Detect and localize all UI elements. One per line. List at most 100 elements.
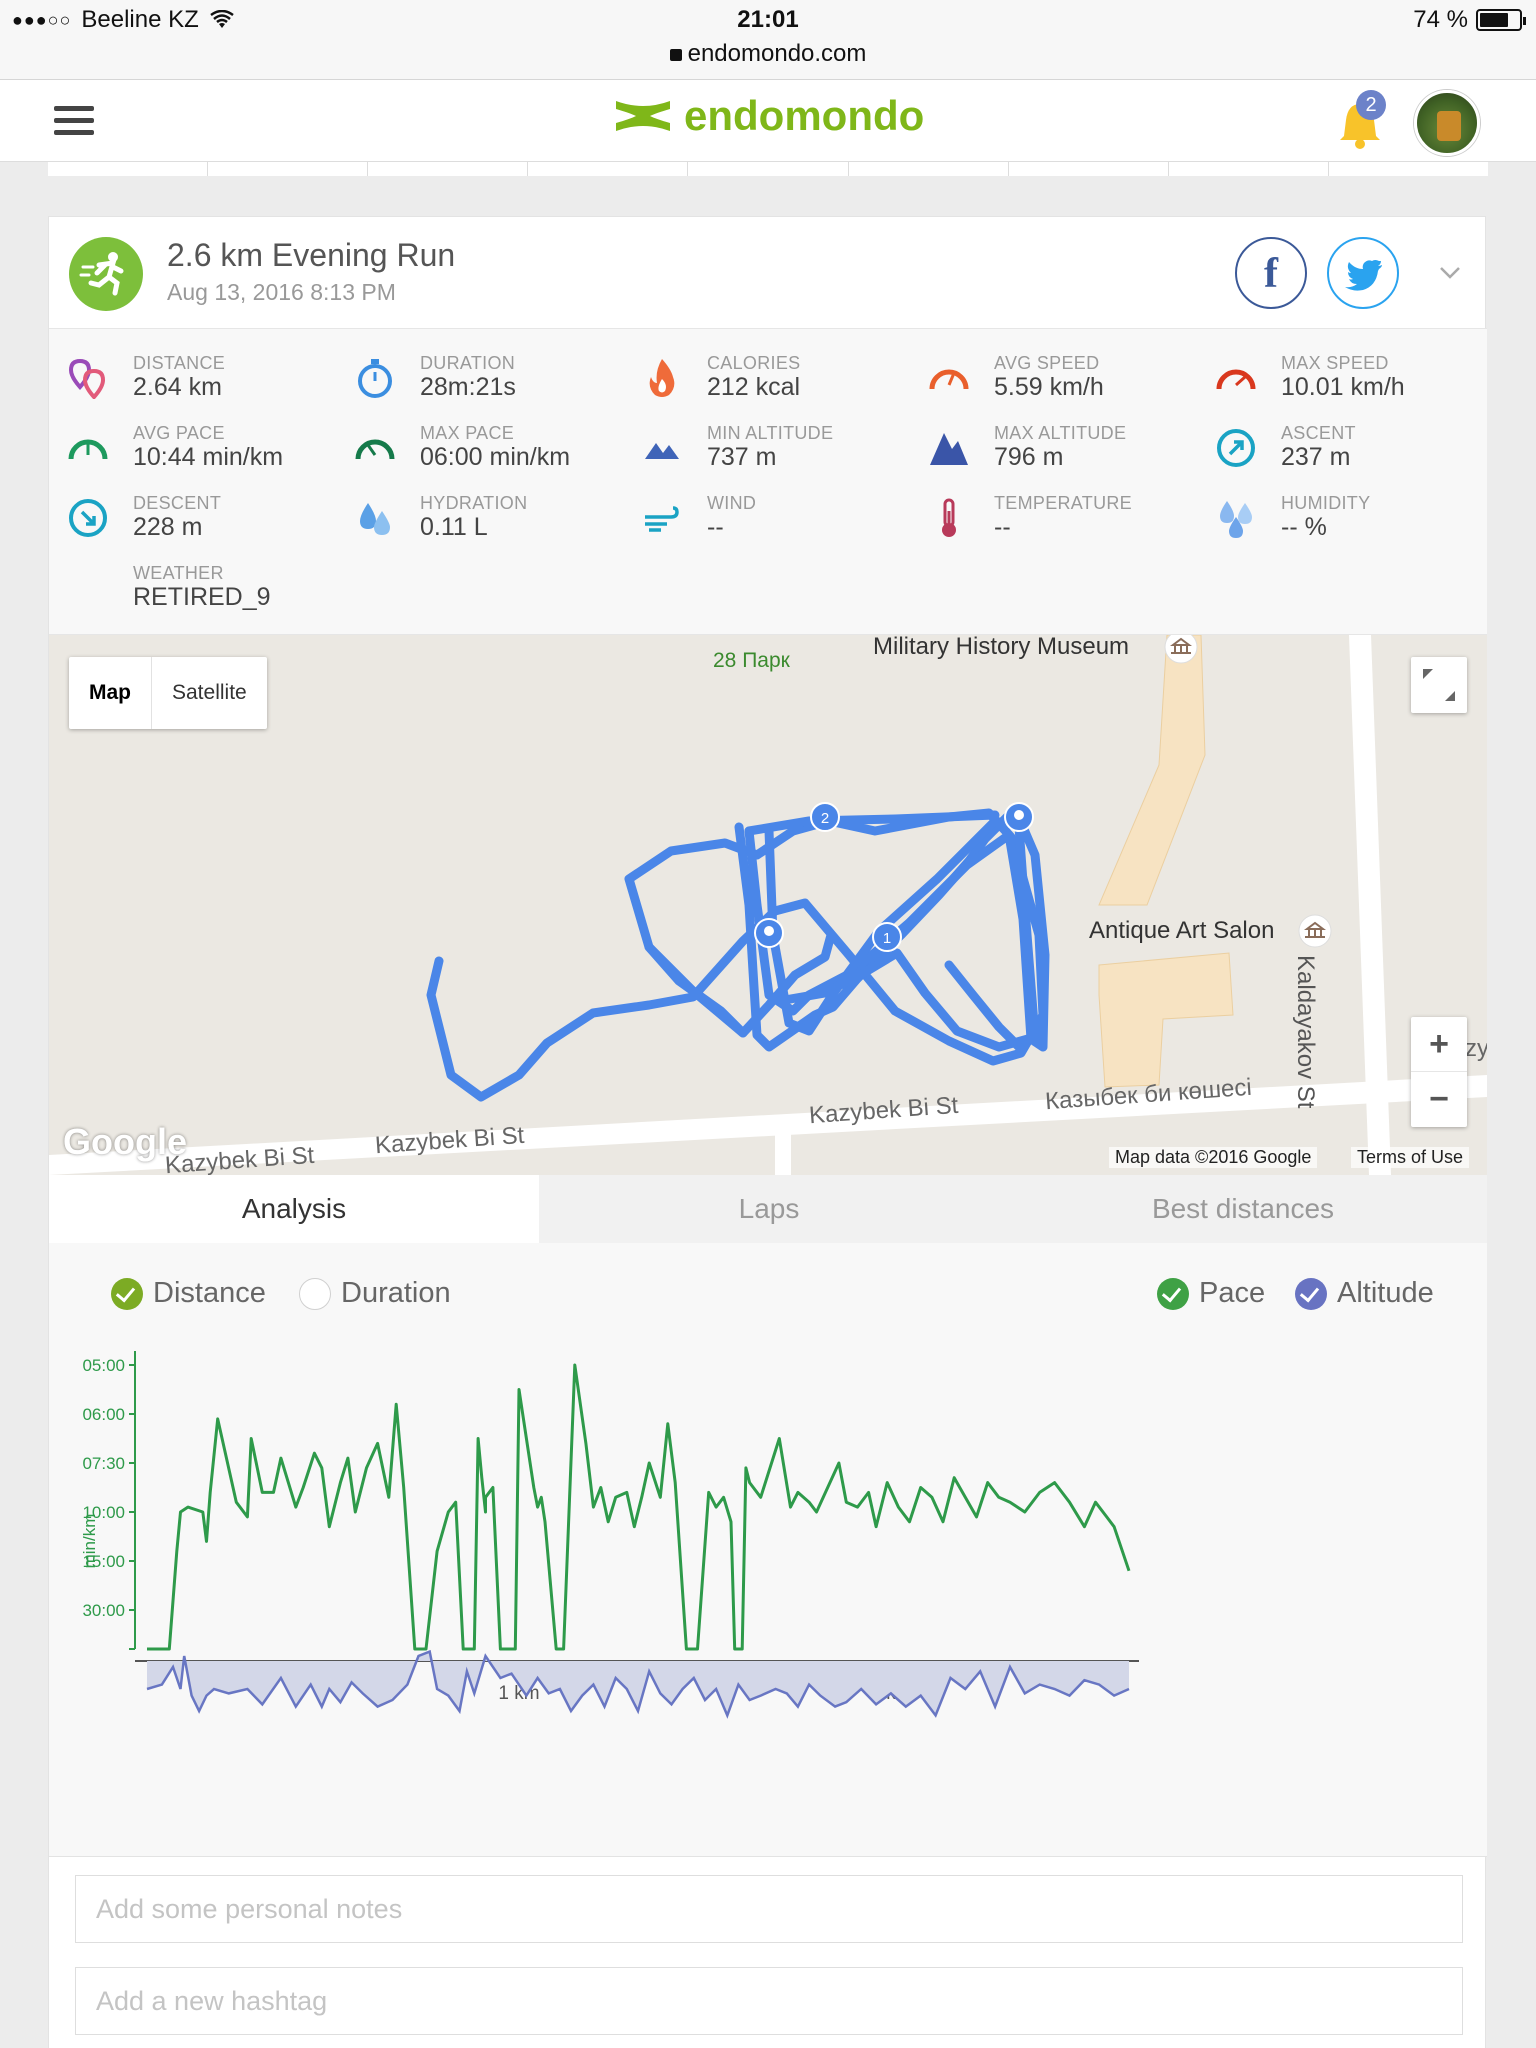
route-path bbox=[426, 808, 1050, 1102]
top-tab-strip bbox=[48, 162, 1488, 176]
lap-marker-1[interactable]: 1 bbox=[872, 922, 902, 952]
park-label: 28 Парк bbox=[713, 649, 790, 672]
zoom-out-button[interactable]: − bbox=[1429, 1080, 1449, 1118]
personal-notes-input[interactable]: Add some personal notes bbox=[75, 1875, 1463, 1943]
lap-marker-2[interactable]: 2 bbox=[810, 802, 840, 832]
zoom-in-button[interactable]: + bbox=[1411, 1017, 1467, 1072]
terms-of-use-link[interactable]: Terms of Use bbox=[1351, 1147, 1470, 1168]
stat-calories: CALORIES 212 kcal bbox=[623, 347, 903, 407]
y-tick-label: 30:00 bbox=[82, 1601, 125, 1620]
stat-avg-pace: AVG PACE 10:44 min/km bbox=[49, 417, 329, 477]
facebook-share-button[interactable]: f bbox=[1235, 237, 1307, 309]
stat-hydration: HYDRATION 0.11 L bbox=[336, 487, 616, 547]
user-avatar[interactable] bbox=[1414, 90, 1480, 156]
building-area bbox=[1098, 952, 1234, 1088]
pace-gauge-max-icon bbox=[355, 439, 395, 460]
toggle-pace[interactable]: Pace bbox=[1157, 1277, 1265, 1310]
lock-icon bbox=[669, 48, 682, 61]
y-tick-label: 07:30 bbox=[82, 1454, 125, 1473]
distance-pin-icon bbox=[68, 358, 106, 399]
start-pin-icon[interactable] bbox=[754, 918, 784, 948]
toggle-distance[interactable]: Distance bbox=[111, 1277, 266, 1310]
twitter-share-button[interactable] bbox=[1327, 237, 1399, 309]
y-axis: 05:00 06:00 07:30 10:00 15:00 30:00 bbox=[82, 1351, 136, 1650]
stat-descent: DESCENT 228 m bbox=[49, 487, 329, 547]
wind-icon bbox=[645, 506, 679, 532]
stat-duration: DURATION 28m:21s bbox=[336, 347, 616, 407]
checked-icon bbox=[1157, 1277, 1189, 1310]
analysis-tabs: Analysis Laps Best distances bbox=[49, 1175, 1487, 1243]
map-type-satellite-button[interactable]: Satellite bbox=[172, 681, 247, 704]
notification-count-badge: 2 bbox=[1356, 90, 1386, 120]
app-header: endomondo 2 bbox=[0, 80, 1536, 162]
pace-line bbox=[147, 1363, 1131, 1651]
status-bar: ●●●○○ Beeline KZ 21:01 endomondo.com 74 … bbox=[0, 0, 1536, 80]
stat-temperature: TEMPERATURE -- bbox=[910, 487, 1190, 547]
chevron-down-icon[interactable] bbox=[1439, 261, 1461, 283]
brand-logo[interactable]: endomondo bbox=[612, 92, 924, 140]
speedometer-max-icon bbox=[1216, 369, 1256, 390]
running-icon bbox=[69, 237, 143, 311]
humidity-drops-icon bbox=[1220, 501, 1252, 538]
pace-gauge-icon bbox=[68, 439, 108, 460]
street-label-edge: zy bbox=[1465, 1035, 1487, 1062]
map-type-map-button[interactable]: Map bbox=[69, 657, 152, 729]
zoom-control: + − bbox=[1411, 1017, 1467, 1127]
water-drops-icon bbox=[360, 503, 390, 535]
y-axis-label: min/km bbox=[80, 1514, 99, 1569]
salon-poi-icon[interactable] bbox=[1298, 914, 1332, 948]
mountain-low-icon bbox=[645, 443, 679, 459]
stat-weather: WEATHER RETIRED_9 bbox=[133, 563, 271, 611]
fullscreen-button[interactable] bbox=[1411, 657, 1467, 713]
wifi-icon bbox=[210, 10, 234, 28]
tab-best-distances[interactable]: Best distances bbox=[1151, 1193, 1335, 1224]
toggle-altitude[interactable]: Altitude bbox=[1295, 1277, 1434, 1310]
menu-icon[interactable] bbox=[54, 106, 94, 136]
workout-title: 2.6 km Evening Run bbox=[167, 237, 456, 273]
ascent-arrow-icon bbox=[1217, 429, 1255, 467]
carrier-info: ●●●○○ Beeline KZ bbox=[12, 6, 235, 34]
descent-arrow-icon bbox=[69, 499, 107, 537]
tab-analysis[interactable]: Analysis bbox=[49, 1175, 539, 1243]
address-bar[interactable]: endomondo.com bbox=[0, 40, 1536, 68]
workout-stats: DISTANCE 2.64 km DURATION 28m:21s CALORI… bbox=[49, 329, 1487, 635]
park-area bbox=[1098, 635, 1206, 906]
checked-icon bbox=[111, 1277, 143, 1310]
twitter-icon bbox=[1345, 260, 1382, 291]
finish-pin-icon[interactable] bbox=[1004, 802, 1034, 832]
google-logo: Google bbox=[63, 1121, 187, 1162]
workout-card: 2.6 km Evening Run Aug 13, 2016 8:13 PM … bbox=[48, 216, 1487, 2048]
stopwatch-icon bbox=[358, 359, 392, 398]
brand-name: endomondo bbox=[684, 92, 925, 139]
salon-label: Antique Art Salon bbox=[1089, 917, 1275, 944]
url-text: endomondo.com bbox=[687, 40, 867, 67]
toggle-duration[interactable]: Duration bbox=[299, 1277, 451, 1310]
workout-header: 2.6 km Evening Run Aug 13, 2016 8:13 PM … bbox=[49, 217, 1487, 329]
battery-icon bbox=[1476, 9, 1526, 31]
thermometer-icon bbox=[942, 498, 956, 537]
map-type-control: Map Satellite bbox=[69, 657, 267, 729]
clock: 21:01 bbox=[737, 6, 799, 33]
hashtag-input[interactable]: Add a new hashtag bbox=[75, 1967, 1463, 2035]
battery-level bbox=[1480, 13, 1509, 27]
hashtag-placeholder: Add a new hashtag bbox=[96, 1986, 328, 2016]
stat-distance: DISTANCE 2.64 km bbox=[49, 347, 329, 407]
stat-min-altitude: MIN ALTITUDE 737 m bbox=[623, 417, 903, 477]
flame-icon bbox=[649, 359, 675, 397]
stat-avg-speed: AVG SPEED 5.59 km/h bbox=[910, 347, 1190, 407]
route-map[interactable]: 2 1 28 Парк Military History Museum Anti… bbox=[49, 635, 1487, 1175]
unchecked-icon bbox=[299, 1277, 331, 1310]
checked-icon bbox=[1295, 1277, 1327, 1310]
speedometer-icon bbox=[929, 369, 969, 390]
y-tick-label: 10:00 bbox=[82, 1503, 125, 1522]
workout-date: Aug 13, 2016 8:13 PM bbox=[167, 279, 396, 305]
museum-poi-icon[interactable] bbox=[1164, 635, 1198, 664]
tab-laps[interactable]: Laps bbox=[738, 1193, 800, 1224]
stat-max-speed: MAX SPEED 10.01 km/h bbox=[1197, 347, 1477, 407]
fullscreen-icon bbox=[1423, 669, 1455, 701]
stat-wind: WIND -- bbox=[623, 487, 903, 547]
altitude-line bbox=[146, 1649, 1130, 1719]
y-tick-label: 15:00 bbox=[82, 1552, 125, 1571]
carrier-name: Beeline KZ bbox=[81, 6, 199, 33]
